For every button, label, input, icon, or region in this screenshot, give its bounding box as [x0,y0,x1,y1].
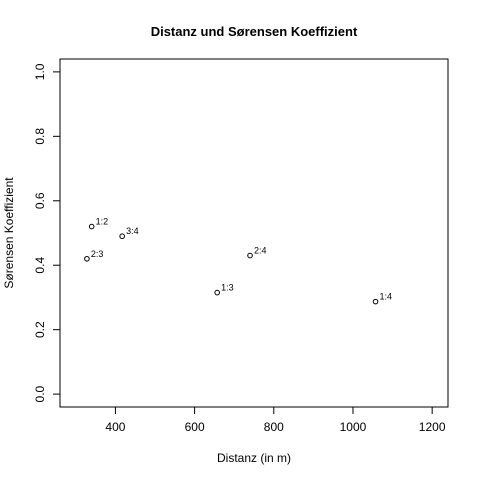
x-tick-label: 1200 [419,420,446,434]
x-tick-label: 400 [105,420,125,434]
y-axis: 0.0 0.2 0.4 0.6 0.8 1.0 [33,63,61,402]
x-tick-label: 800 [264,420,284,434]
point-label: 1:2 [96,217,109,227]
y-tick-label: 1.0 [33,63,47,80]
plot-frame [59,58,449,408]
y-tick-label: 0.8 [33,128,47,145]
point-label: 2:3 [91,249,104,259]
y-axis-label: Sørensen Koeffizient [2,177,16,289]
x-tick-label: 600 [185,420,205,434]
data-point [88,223,95,230]
data-point [372,298,379,305]
point-label: 1:4 [380,292,393,302]
data-point [214,289,220,296]
chart-title: Distanz und Sørensen Koeffizient [151,24,358,39]
x-axis: 400 600 800 1000 1200 [105,406,446,434]
data-point [247,252,253,259]
y-tick-label: 0.0 [33,385,47,402]
point-label: 1:3 [221,283,234,293]
point-label: 2:4 [254,246,267,256]
y-tick-label: 0.2 [33,321,47,338]
point-label: 3:4 [126,226,139,236]
y-tick-label: 0.4 [33,257,47,274]
data-points: 1:2 2:3 3:4 1:3 2:4 1:4 [84,217,393,305]
data-point [84,255,90,262]
x-tick-label: 1000 [340,420,367,434]
data-point [119,233,125,240]
x-axis-label: Distanz (in m) [217,451,291,465]
y-tick-label: 0.6 [33,192,47,209]
